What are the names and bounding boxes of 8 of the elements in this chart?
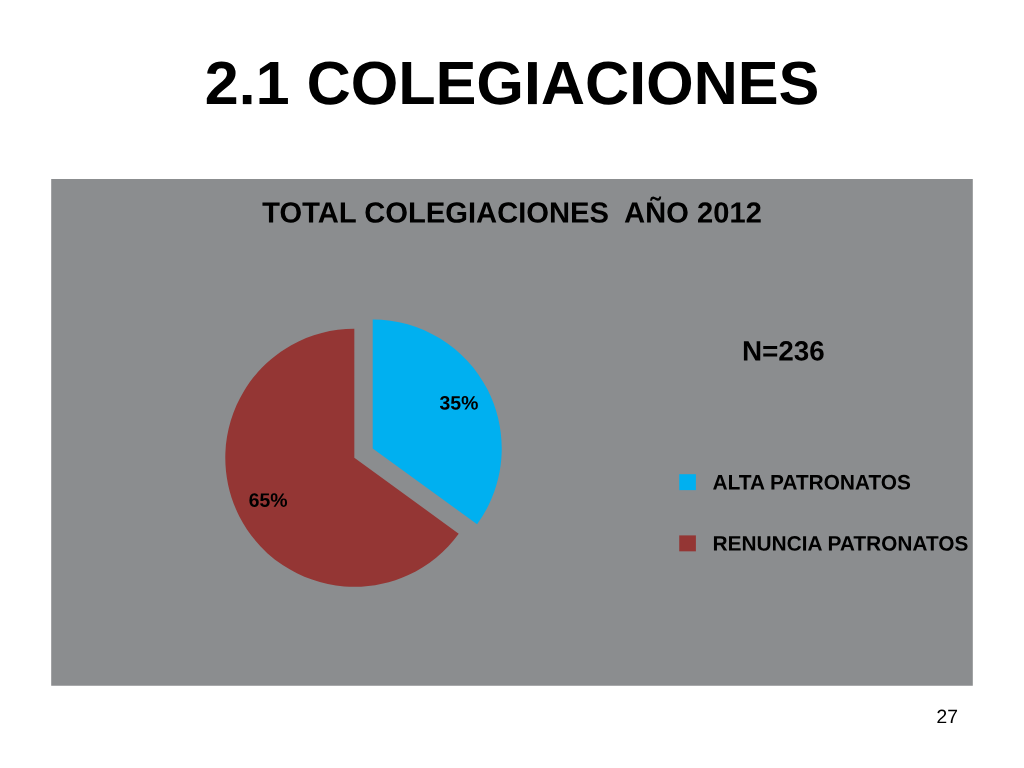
data-label: 65%	[249, 493, 288, 507]
data-label: 35%	[439, 395, 478, 410]
legend-label: RENUNCIA PATRONATOS	[713, 536, 968, 551]
chart-title: 2.1 COLEGIACIONES	[206, 61, 817, 105]
chart-subtitle: TOTAL COLEGIACIONES AÑO 2012	[262, 196, 761, 223]
legend-label: ALTA PATRONATOS	[713, 474, 911, 490]
text: 27	[937, 709, 958, 724]
text: N=236	[743, 341, 824, 361]
